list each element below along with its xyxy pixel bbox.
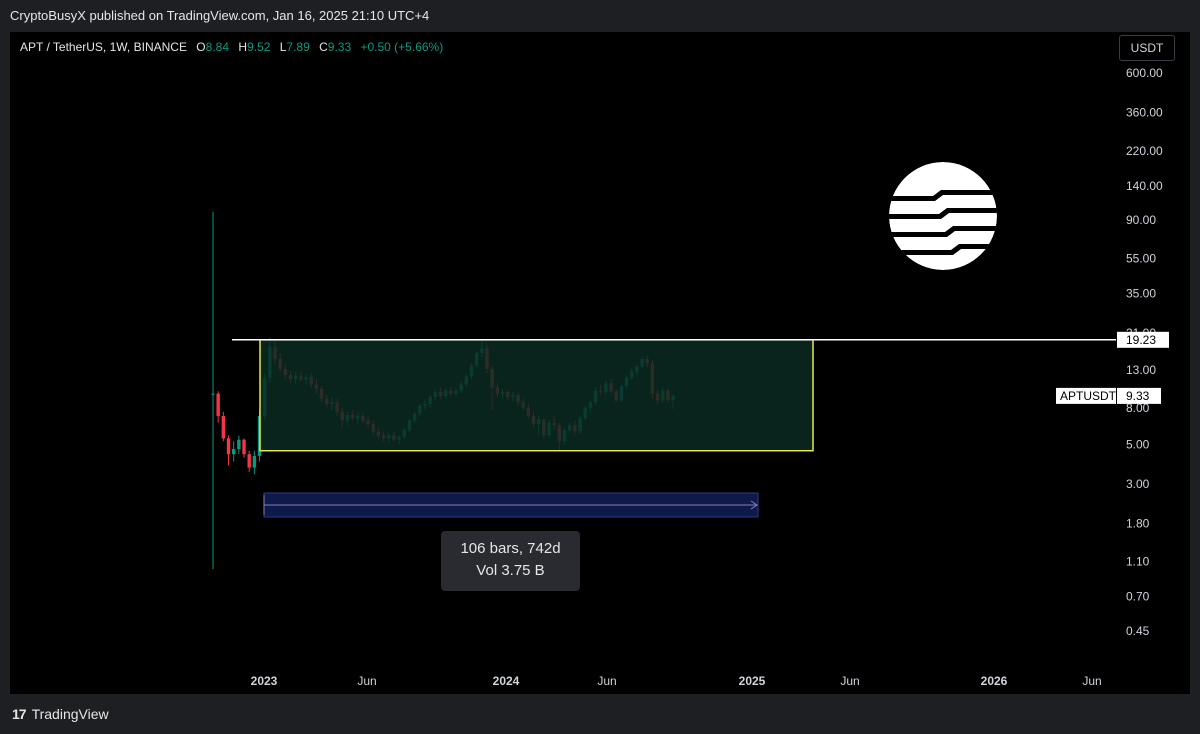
time-axis: 2023 Jun 2024 Jun 2025 Jun 2026 Jun xyxy=(251,674,1102,688)
candle-body xyxy=(252,455,257,468)
aptos-logo-icon xyxy=(889,162,997,270)
candle-body xyxy=(242,439,246,455)
measure-arrow-head xyxy=(750,500,758,510)
candle-body xyxy=(231,449,236,455)
price-tick-label: 600.00 xyxy=(1126,66,1163,80)
price-tick-label: 55.00 xyxy=(1126,251,1156,265)
time-tick-label: 2023 xyxy=(251,674,278,688)
high-value: 9.52 xyxy=(247,40,271,54)
measure-bars-text: 106 bars, 742d xyxy=(460,540,561,557)
aptos-logo-stripe xyxy=(889,244,997,255)
resistance-price-text: 19.23 xyxy=(1126,333,1156,347)
high-label: H xyxy=(238,40,248,54)
publisher-bar: CryptoBusyX published on TradingView.com… xyxy=(0,0,1200,32)
price-tick-label: 0.45 xyxy=(1126,624,1150,638)
tradingview-logo-icon: 17 xyxy=(12,706,27,722)
last-price-text: 9.33 xyxy=(1126,389,1150,403)
symbol-tag-text: APTUSDT xyxy=(1060,389,1117,403)
close-label: C xyxy=(319,40,328,54)
resistance-price-tag xyxy=(1117,331,1169,348)
aptos-logo-stripe xyxy=(889,226,997,237)
tradingview-brand[interactable]: 17 TradingView xyxy=(12,706,109,722)
aptos-logo-stripe xyxy=(889,208,997,219)
symbol-tag-box xyxy=(1056,387,1116,404)
measure-volume-text: Vol 3.75 B xyxy=(476,562,545,579)
time-tick-label: Jun xyxy=(1082,674,1101,688)
overlay-layer xyxy=(232,162,1116,518)
last-price-tag xyxy=(1117,387,1161,404)
symbol-legend: APT / TetherUS, 1W, BINANCE O8.84 H9.52 … xyxy=(20,40,443,54)
price-tick-label: 140.00 xyxy=(1126,179,1163,193)
candle-body xyxy=(216,393,220,416)
low-label: L xyxy=(279,40,287,54)
footer-bar xyxy=(0,694,1200,734)
low-value: 7.89 xyxy=(286,40,310,54)
measure-tooltip: 106 bars, 742d Vol 3.75 B xyxy=(441,531,580,591)
candle-body xyxy=(237,439,241,450)
time-tick-label: 2024 xyxy=(493,674,520,688)
aptos-logo-stripe xyxy=(889,190,997,201)
price-tick-label: 90.00 xyxy=(1126,213,1156,227)
close-value: 9.33 xyxy=(327,40,352,54)
candle-body xyxy=(211,393,215,395)
price-tick-label: 220.00 xyxy=(1126,144,1163,158)
open-label: O xyxy=(196,40,206,54)
time-tick-label: 2025 xyxy=(739,674,766,688)
candle-body xyxy=(226,438,231,455)
currency-button[interactable]: USDT xyxy=(1119,35,1175,61)
publisher-text: CryptoBusyX published on TradingView.com… xyxy=(10,8,430,23)
price-axis: 600.00360.00220.00140.0090.0055.0035.002… xyxy=(1056,66,1169,638)
price-tick-label: 1.10 xyxy=(1126,555,1150,569)
price-tick-label: 360.00 xyxy=(1126,106,1163,120)
candle-body xyxy=(221,415,226,439)
time-tick-label: Jun xyxy=(597,674,616,688)
change-value: +0.50 (+5.66%) xyxy=(360,40,444,54)
candle-body xyxy=(247,454,251,468)
time-tick-label: Jun xyxy=(357,674,376,688)
symbol-name: APT / TetherUS, 1W, BINANCE xyxy=(20,40,187,54)
price-tick-label: 1.80 xyxy=(1126,516,1150,530)
range-box xyxy=(259,339,814,452)
brand-name: TradingView xyxy=(31,706,109,722)
price-tick-label: 13.00 xyxy=(1126,363,1156,377)
price-tick-label: 0.70 xyxy=(1126,590,1150,604)
price-tick-label: 3.00 xyxy=(1126,477,1150,491)
time-tick-label: 2026 xyxy=(981,674,1008,688)
price-tick-label: 35.00 xyxy=(1126,286,1156,300)
price-tick-label: 8.00 xyxy=(1126,401,1150,415)
price-tick-label: 5.00 xyxy=(1126,437,1150,451)
open-value: 8.84 xyxy=(205,40,229,54)
time-tick-label: Jun xyxy=(840,674,859,688)
